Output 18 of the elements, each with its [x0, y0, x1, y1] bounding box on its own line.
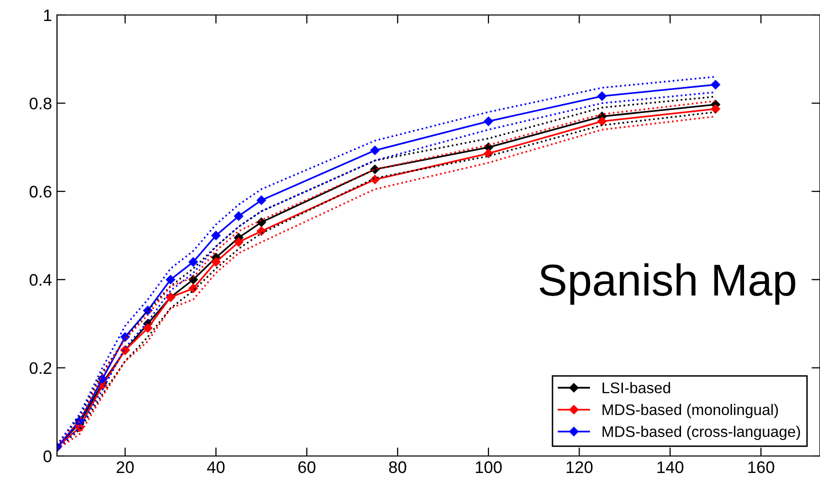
x-tick-label: 160: [748, 461, 774, 474]
y-tick-label: 0.4: [30, 274, 52, 286]
legend-label: MDS-based (cross-language): [602, 426, 800, 440]
x-tick-label: 120: [566, 461, 593, 474]
y-tick-label: 0.6: [30, 186, 52, 198]
legend-label: LSI-based: [602, 382, 670, 394]
x-tick-label: 140: [657, 461, 684, 474]
y-tick-label: 0.8: [30, 98, 52, 110]
y-tick-label: 0: [44, 450, 52, 462]
x-tick-label: 20: [116, 461, 134, 474]
x-tick-label: 100: [476, 461, 502, 474]
x-tick-label: 80: [389, 461, 406, 474]
legend-label: MDS-based (monolingual): [602, 404, 778, 418]
annotation: Spanish Map: [540, 263, 796, 305]
y-tick-label: 0.2: [30, 362, 52, 374]
y-tick-label: 1: [44, 10, 52, 22]
x-tick-label: 60: [298, 461, 316, 474]
x-tick-label: 40: [207, 461, 225, 474]
